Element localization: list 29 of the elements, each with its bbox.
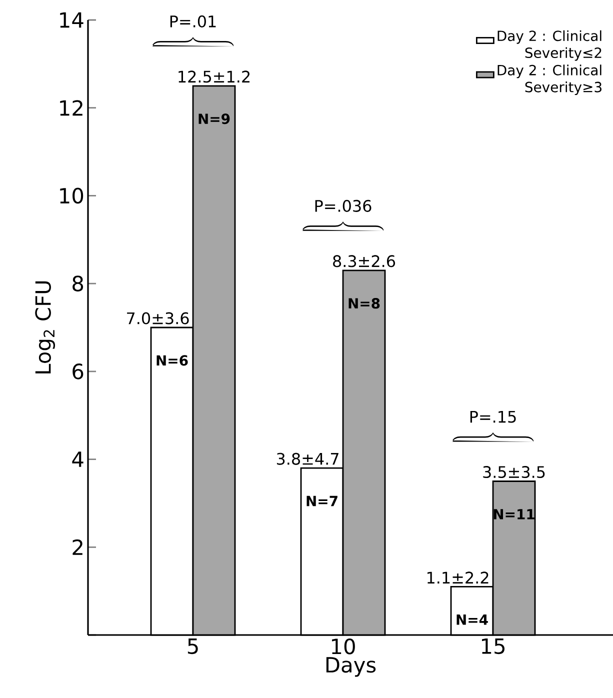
x-tick-label: 15 xyxy=(482,638,504,654)
annotation: P=.15 xyxy=(470,410,516,423)
x-axis-title: Days xyxy=(326,657,376,677)
annotation: N=7 xyxy=(306,496,338,506)
legend-label: Day 2 : Clinical Severity≤2 xyxy=(498,30,602,61)
data-label: 8.3±2.6 xyxy=(333,255,396,268)
y-tick-label: 10 xyxy=(60,188,84,204)
y-tick-label: 8 xyxy=(72,276,84,292)
annotation: N=9 xyxy=(198,114,230,124)
annotation: N=11 xyxy=(494,509,534,520)
data-label: 7.0±3.6 xyxy=(127,312,189,324)
x-tick-label: 10 xyxy=(332,638,355,654)
annotation: N=4 xyxy=(456,614,488,625)
data-label: 1.1±2.2 xyxy=(427,572,488,584)
annotation: P=.01 xyxy=(170,15,216,28)
data-label: 3.5±3.5 xyxy=(483,466,545,478)
y-tick-label: 4 xyxy=(72,452,84,467)
annotation: N=8 xyxy=(348,298,380,309)
data-label: 12.5±1.2 xyxy=(178,70,250,83)
annotation: N=6 xyxy=(156,355,188,366)
annotation: P=.036 xyxy=(315,200,372,212)
y-tick-label: 12 xyxy=(60,100,82,116)
x-tick-label: 5 xyxy=(188,638,198,654)
legend-label: Day 2 : Clinical Severity≥3 xyxy=(498,64,602,96)
y-axis-title: Log$_{2}$ CFU xyxy=(35,281,56,374)
data-label: 3.8±4.7 xyxy=(276,452,338,465)
y-tick-label: 14 xyxy=(60,12,84,28)
y-tick-label: 6 xyxy=(72,364,84,380)
y-tick-label: 2 xyxy=(72,539,82,555)
